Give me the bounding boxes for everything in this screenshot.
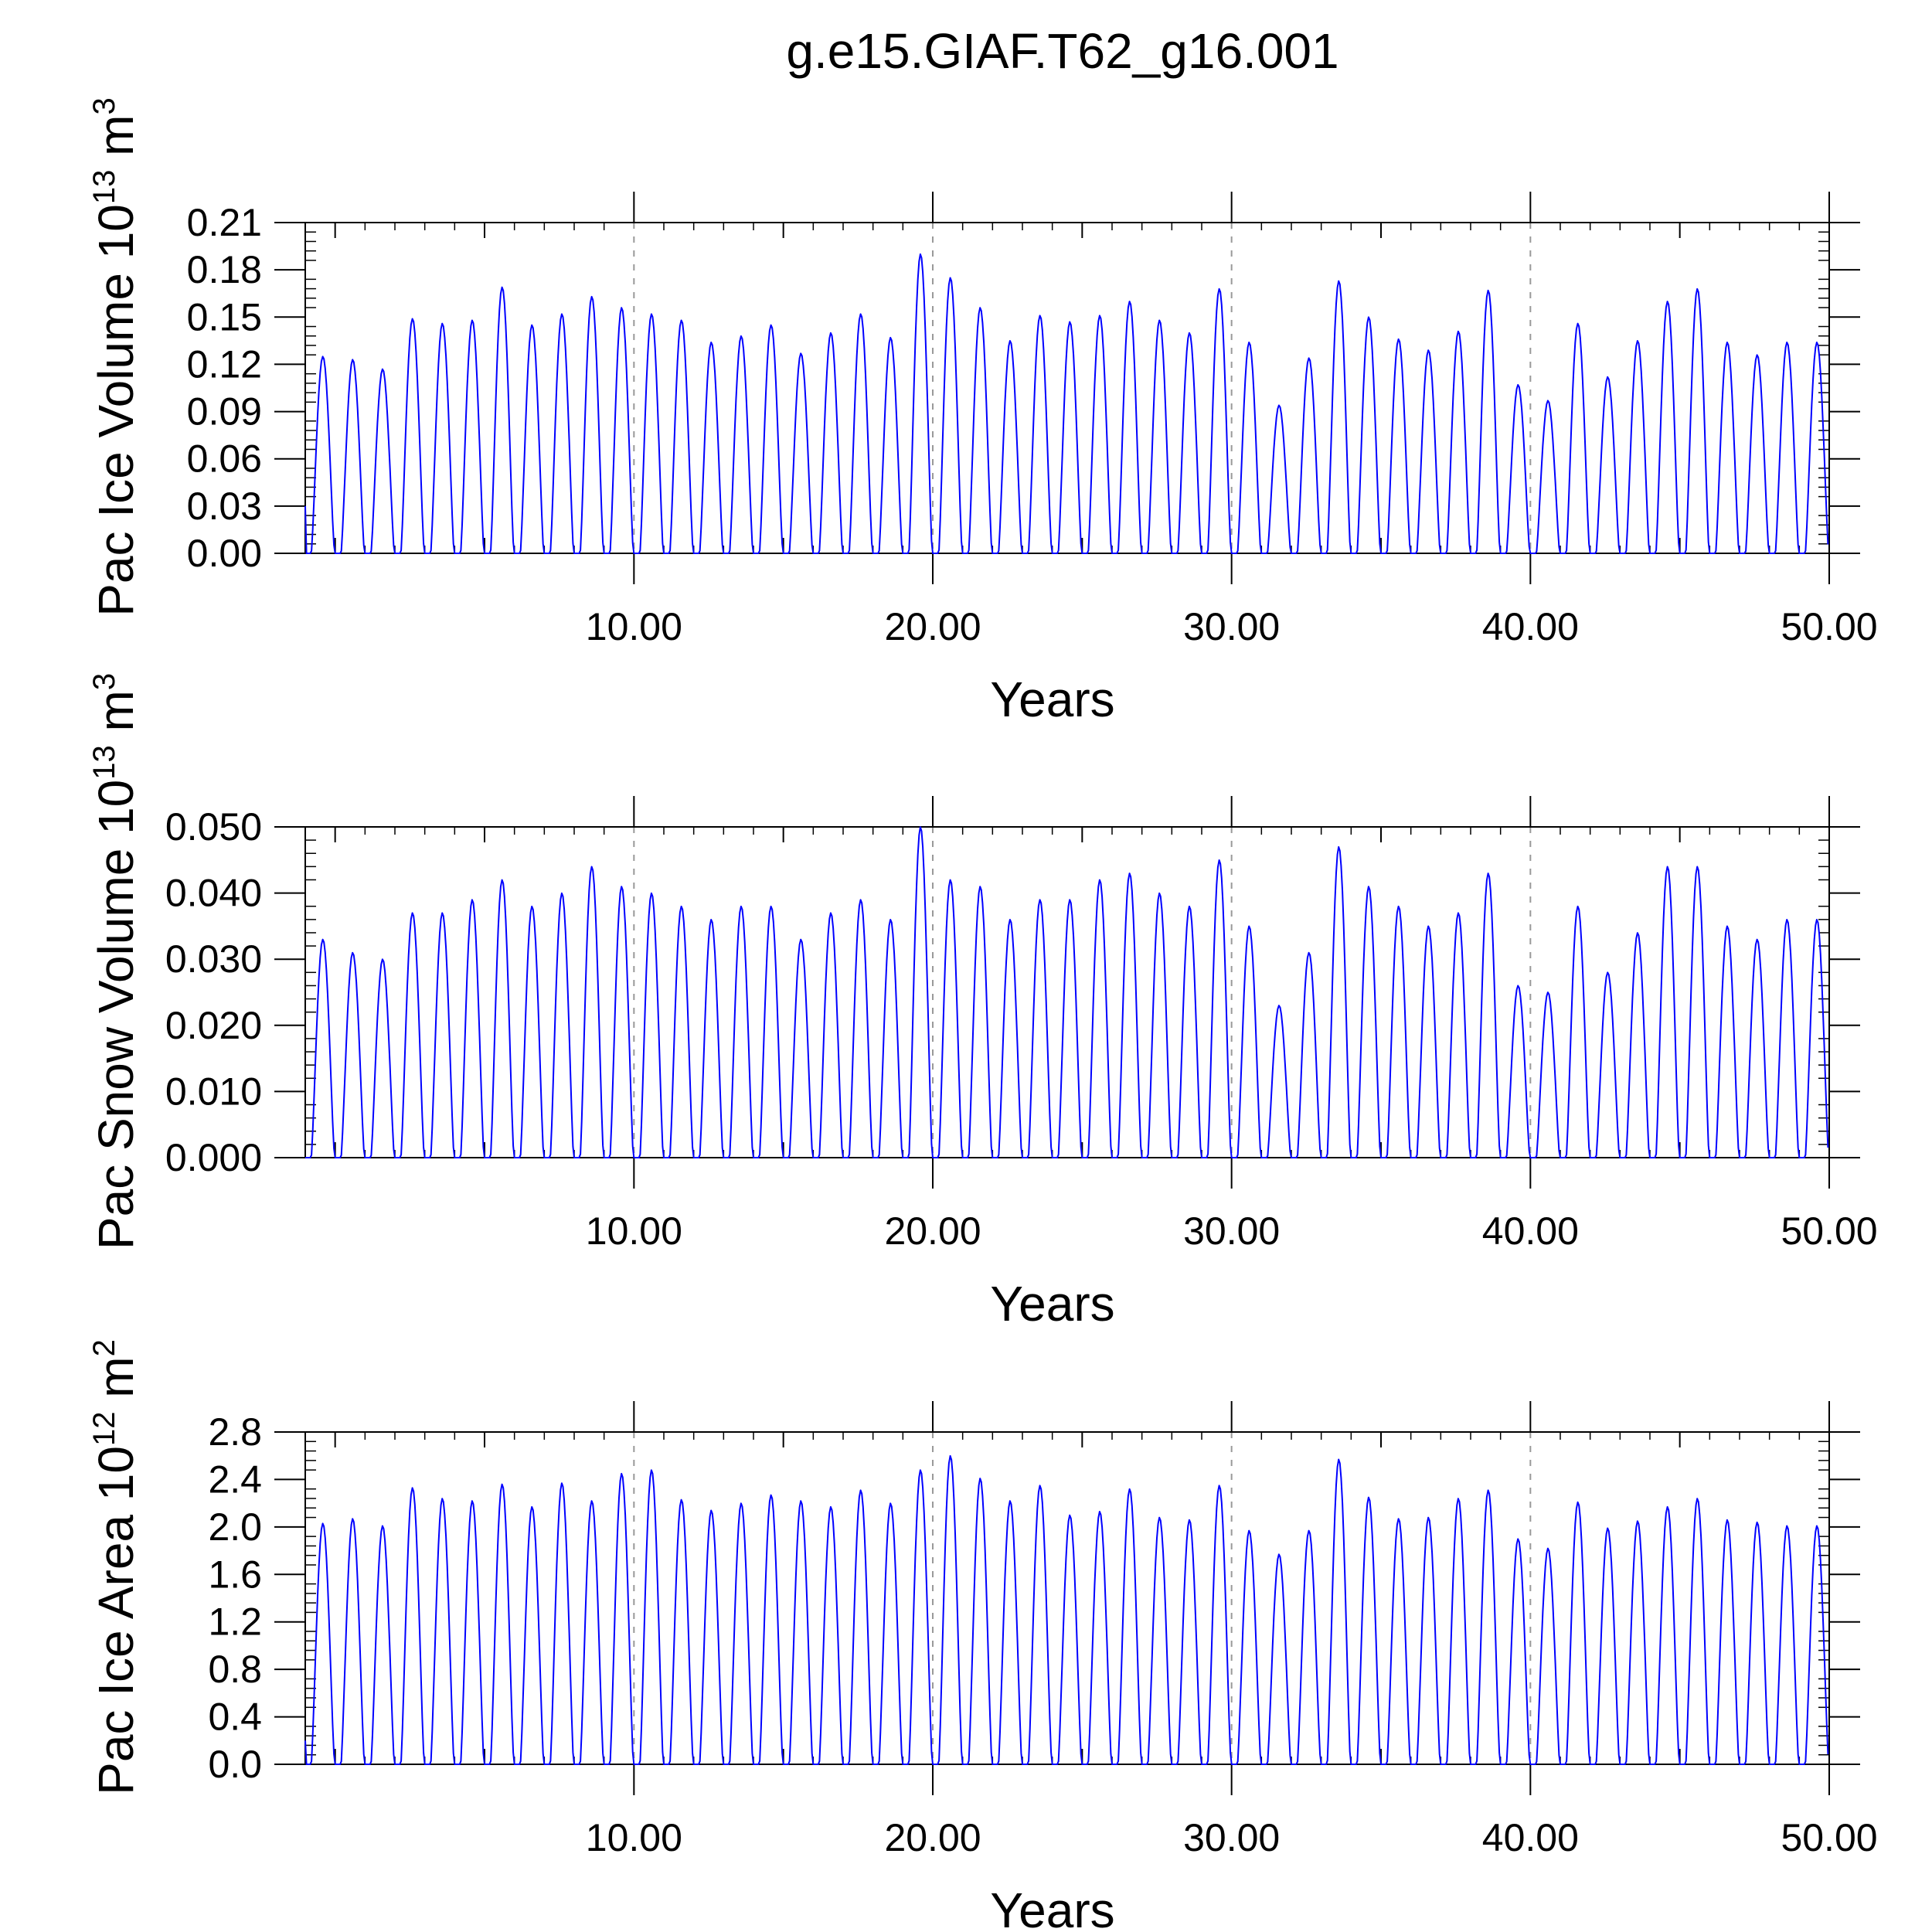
y-axis-label-ylabel: Pac Ice Volume 10 [88, 204, 144, 617]
y-tick-label: 1.6 [208, 1553, 262, 1596]
plot-frame [304, 222, 1830, 554]
y-tick-label: 0.21 [187, 201, 262, 244]
y-axis-label-ylabel-exponent: 13 [87, 745, 121, 780]
x-tick-label: 50.00 [1781, 1816, 1877, 1859]
x-tick-label: 50.00 [1781, 605, 1877, 648]
x-axis-label: Years [990, 1883, 1114, 1932]
x-axis-label: Years [990, 672, 1114, 727]
x-tick-label: 30.00 [1183, 1209, 1280, 1253]
y-tick-label: 0.03 [187, 485, 262, 528]
x-tick-label: 50.00 [1781, 1209, 1877, 1253]
y-tick-label: 0.020 [165, 1004, 262, 1047]
x-tick-label: 10.00 [586, 1209, 682, 1253]
y-tick-label: 2.4 [208, 1458, 262, 1501]
y-axis-label-ylabel-unit: m [88, 1356, 144, 1411]
y-tick-label: 0.000 [165, 1136, 262, 1179]
y-axis-label-ylabel-unit-exponent: 3 [87, 673, 121, 690]
panel-ice-volume: 10.00 20.00 30.00 40.00 50.00 0.000.030.060.0… [87, 97, 1878, 727]
y-axis-label-ylabel: Pac Ice Area 10 [88, 1446, 144, 1795]
y-axis-label-ylabel-exponent: 13 [87, 170, 121, 205]
y-axis-label-ylabel-unit: m [88, 690, 144, 745]
y-tick-label: 1.2 [208, 1600, 262, 1644]
y-axis-label: Pac Ice Volume 1013 m3 [87, 97, 144, 617]
y-axis-label-ylabel-exponent: 12 [87, 1412, 121, 1447]
y-tick-label: 0.8 [208, 1648, 262, 1691]
y-axis-label-ylabel-unit: m [88, 115, 144, 170]
x-tick-label: 40.00 [1482, 1816, 1579, 1859]
x-tick-label: 20.00 [884, 605, 981, 648]
y-tick-label: 0.12 [187, 342, 262, 386]
panel-ice-area: 10.00 20.00 30.00 40.00 50.00 0.00.4 0.81.21.6… [87, 1339, 1878, 1932]
y-tick-label: 0.040 [165, 872, 262, 915]
x-tick-label: 30.00 [1183, 1816, 1280, 1859]
x-tick-label: 30.00 [1183, 605, 1280, 648]
y-tick-label: 0.09 [187, 390, 262, 434]
x-tick-label: 10.00 [586, 605, 682, 648]
x-tick-label: 40.00 [1482, 605, 1579, 648]
y-axis-label-ylabel: Pac Snow Volume 10 [88, 780, 144, 1250]
y-tick-label: 0.010 [165, 1070, 262, 1113]
panel-snow-volume: 10.00 20.00 30.00 40.00 50.00 0.000 0.010 0.020… [87, 673, 1878, 1332]
x-tick-label: 40.00 [1482, 1209, 1579, 1253]
y-tick-label: 0.06 [187, 437, 262, 481]
y-tick-label: 0.18 [187, 248, 262, 291]
y-tick-label: 0.050 [165, 805, 262, 849]
y-axis-label-ylabel-unit-exponent: 3 [87, 97, 121, 114]
y-tick-label: 2.8 [208, 1410, 262, 1454]
series-line-ice-volume [304, 253, 1829, 554]
x-tick-label: 20.00 [884, 1209, 981, 1253]
y-tick-label: 0.15 [187, 295, 262, 338]
y-tick-label: 2.0 [208, 1505, 262, 1549]
y-tick-label: 0.4 [208, 1696, 262, 1739]
series-line-snow-volume [305, 826, 1829, 1158]
y-axis-label: Pac Snow Volume 1013 m3 [87, 673, 144, 1250]
series-line-ice-area [304, 1454, 1829, 1765]
chart-panels: 10.00 20.00 30.00 40.00 50.000.000.030.060.0… [87, 97, 1878, 1932]
x-tick-label: 20.00 [884, 1816, 981, 1859]
y-axis-label-ylabel-unit-exponent: 2 [87, 1339, 121, 1356]
x-tick-label: 10.00 [586, 1816, 682, 1859]
plot-frame [304, 1431, 1830, 1765]
y-tick-label: 0.0 [208, 1743, 262, 1786]
y-tick-label: 0.030 [165, 937, 262, 981]
x-axis-label: Years [990, 1276, 1114, 1332]
figure-title: g.e15.GIAF.T62_g16.001 [786, 23, 1338, 79]
plot-frame [304, 826, 1830, 1158]
y-tick-label: 0.00 [187, 532, 262, 575]
y-axis-label: Pac Ice Area 1012 m2 [87, 1339, 144, 1795]
